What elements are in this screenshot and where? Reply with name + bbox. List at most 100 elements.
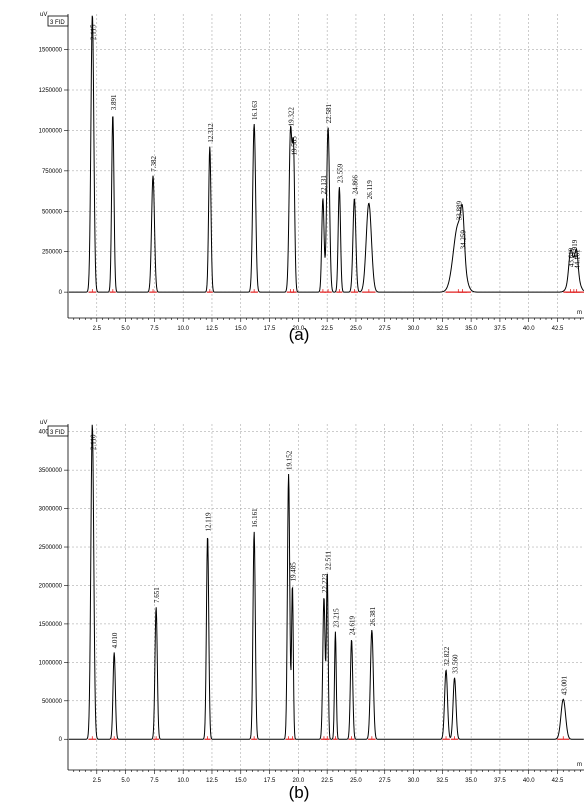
peak-label: 19.322 [288, 107, 296, 127]
peak-label: 24.619 [349, 616, 357, 636]
panel-a-grid [68, 14, 584, 318]
peak-label: 19.485 [289, 562, 297, 582]
y-tick-label: 1500000 [39, 48, 63, 54]
y-tick-label: 750000 [42, 169, 63, 175]
x-tick-label: 2.5 [93, 778, 102, 784]
peak-label: 12.119 [205, 512, 213, 531]
x-tick-label: 37.5 [494, 778, 506, 784]
x-tick-label: 27.5 [379, 778, 391, 784]
x-tick-label: 5.0 [121, 778, 130, 784]
x-tick-label: 32.5 [436, 326, 448, 332]
y-tick-label: 3500000 [39, 468, 63, 474]
peak-label: 7.651 [153, 587, 161, 603]
peak-label: 26.381 [369, 606, 377, 626]
peak-label: 7.382 [150, 155, 158, 171]
peak-label: 19.585 [291, 136, 299, 156]
x-tick-label: 25.0 [350, 326, 362, 332]
peak-label: 34.259 [460, 230, 468, 250]
panel-b-legend-box-text: 3 FID [50, 430, 65, 436]
peak-label: 4.010 [111, 632, 119, 648]
peak-label: 22.581 [325, 103, 333, 123]
peak-label: 26.119 [366, 180, 374, 199]
panel-b-axes [64, 424, 584, 774]
x-tick-label: 42.5 [552, 778, 564, 784]
panel-a-chromatogram-trace [69, 15, 584, 293]
y-tick-label: 1500000 [39, 622, 63, 628]
x-tick-label: 27.5 [379, 326, 391, 332]
x-tick-label: 40.0 [523, 326, 535, 332]
peak-label: 33.889 [455, 200, 463, 220]
panel-a-peak-labels: 2.115 3.891 7.382 12.312 16.163 19.322 19.585 2… [89, 24, 581, 269]
peak-label: 22.511 [324, 550, 332, 569]
peak-label: 3.891 [110, 94, 118, 110]
x-tick-label: 12.5 [206, 326, 218, 332]
panel-b-x-tick-labels: 2.5 5.0 7.5 10.0 12.5 15.0 17.5 20.0 22.5 25.0 27.… [93, 778, 564, 784]
x-tick-label: 17.5 [264, 326, 276, 332]
panel-a-y-tick-labels: 0 250000 500000 750000 1000000 1250000 1500000 [39, 48, 63, 297]
peak-label: 16.163 [251, 100, 259, 120]
panel-a-x-unit: m [577, 310, 582, 316]
panel-a-y-unit: uV [40, 12, 47, 18]
peak-label: 43.919 [571, 239, 579, 259]
x-tick-label: 22.5 [321, 326, 333, 332]
x-tick-label: 35.0 [465, 778, 477, 784]
y-tick-label: 2000000 [39, 583, 63, 589]
x-tick-label: 15.0 [235, 778, 247, 784]
peak-label: 12.312 [207, 123, 215, 143]
y-tick-label: 0 [59, 737, 63, 743]
y-tick-label: 1000000 [39, 128, 63, 134]
y-tick-label: 500000 [42, 209, 63, 215]
x-tick-label: 25.0 [350, 778, 362, 784]
y-tick-label: 250000 [42, 250, 63, 256]
panel-b-grid [68, 424, 584, 770]
y-tick-label: 0 [59, 290, 63, 296]
x-tick-label: 37.5 [494, 326, 506, 332]
panel-b-label: (b) [289, 783, 310, 802]
peak-label: 2.110 [89, 434, 97, 450]
panel-b-x-unit: m [577, 762, 582, 768]
peak-label: 43.619 [567, 247, 575, 267]
y-tick-label: 2500000 [39, 545, 63, 551]
panel-b-legend-box [47, 425, 69, 437]
y-tick-label: 1250000 [39, 88, 63, 94]
x-tick-label: 32.5 [436, 778, 448, 784]
x-tick-label: 7.5 [150, 778, 159, 784]
panel-a-integration-baselines [88, 289, 584, 293]
x-tick-label: 22.5 [321, 778, 333, 784]
y-tick-label: 500000 [42, 699, 63, 705]
y-tick-label: 3000000 [39, 507, 63, 513]
panel-a-x-tick-labels: 2.5 5.0 7.5 10.0 12.5 15.0 17.5 20.0 22.5 25.0 27.… [93, 326, 564, 332]
y-tick-label: 1000000 [39, 660, 63, 666]
peak-label: 24.866 [351, 175, 359, 195]
x-tick-label: 35.0 [465, 326, 477, 332]
x-tick-label: 30.0 [408, 778, 420, 784]
peak-label: 33.560 [452, 654, 460, 674]
x-tick-label: 15.0 [235, 326, 247, 332]
panel-b-y-unit: uV [40, 420, 47, 426]
panel-a-label: (a) [289, 325, 310, 344]
x-tick-label: 10.0 [177, 326, 189, 332]
x-tick-label: 5.0 [121, 326, 130, 332]
x-tick-label: 12.5 [206, 778, 218, 784]
peak-label: 44.161 [574, 249, 582, 269]
peak-label: 22.131 [320, 175, 328, 195]
x-tick-label: 17.5 [264, 778, 276, 784]
panel-a-legend-box-text: 3 FID [50, 20, 65, 26]
x-tick-label: 42.5 [552, 326, 564, 332]
panel-a-axes [64, 14, 584, 322]
peak-label: 22.223 [321, 573, 329, 593]
x-tick-label: 40.0 [523, 778, 535, 784]
panel-a-legend-box [47, 15, 69, 27]
panel-b-peak-labels: 2.110 4.010 7.651 12.119 16.161 19.152 19.485 2… [89, 434, 568, 695]
peak-label: 23.559 [336, 163, 344, 183]
x-tick-label: 10.0 [177, 778, 189, 784]
peak-label: 43.001 [560, 676, 568, 696]
panel-a: 0 250000 500000 750000 1000000 1250000 1500000… [39, 12, 584, 344]
peak-label: 19.152 [286, 450, 294, 470]
x-tick-label: 20.0 [293, 778, 305, 784]
peak-label: 32.822 [443, 646, 451, 666]
panel-b-integration-baselines [88, 736, 570, 740]
x-tick-label: 20.0 [293, 326, 305, 332]
x-tick-label: 2.5 [93, 326, 102, 332]
